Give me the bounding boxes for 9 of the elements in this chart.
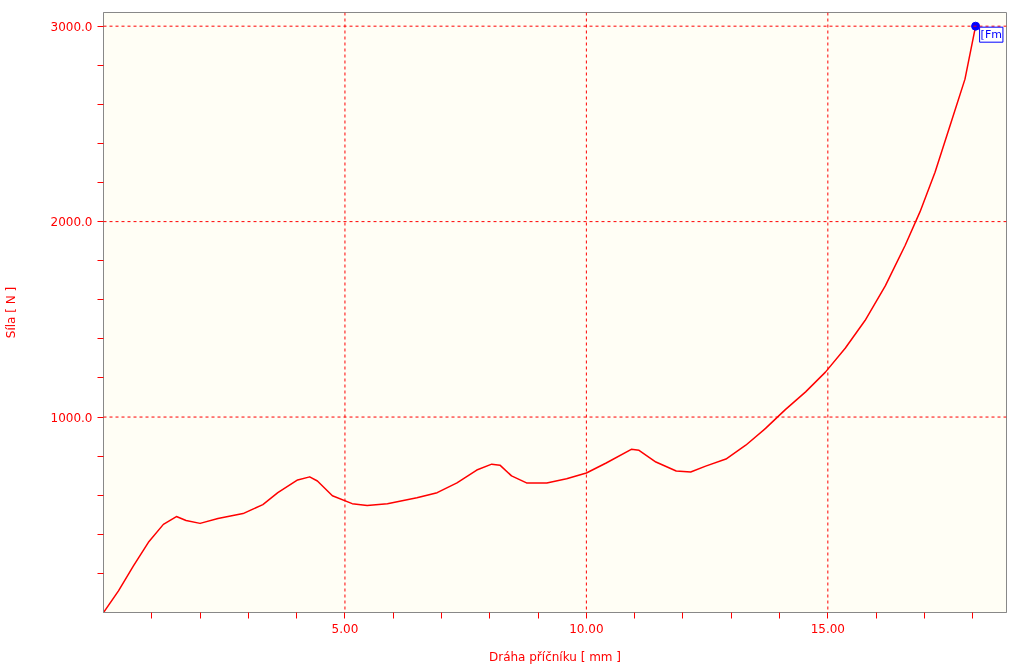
y-tick-label: 3000.0 — [50, 19, 93, 34]
x-tick-label: 15.00 — [810, 621, 846, 636]
x-tick-label: 5.00 — [331, 621, 359, 636]
annotation: [Fm — [980, 28, 1002, 42]
y-tick-label: 1000.0 — [50, 410, 93, 425]
y-tick-label: 2000.0 — [50, 215, 93, 230]
x-axis-title: Dráha příčníku [ mm ] — [488, 649, 622, 664]
x-tick-label: 10.00 — [569, 621, 604, 636]
y-axis-title: Síla [ N ] — [3, 286, 18, 339]
